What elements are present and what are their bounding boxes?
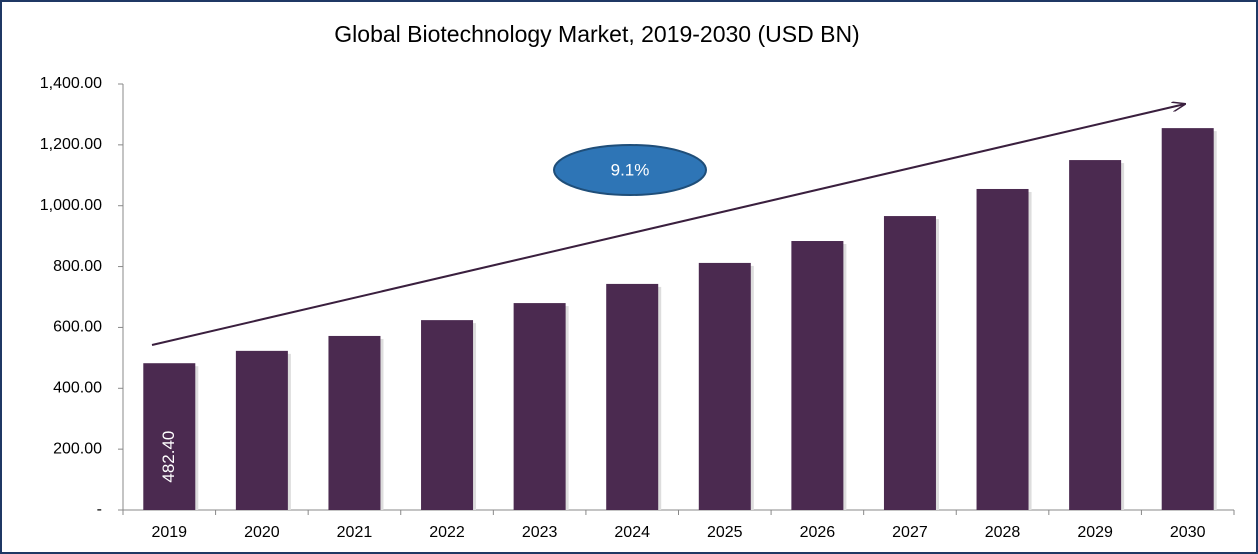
- bar: [1161, 128, 1214, 510]
- x-tick-label: 2026: [800, 524, 836, 541]
- bar: [883, 216, 936, 510]
- x-tick-label: 2025: [707, 524, 743, 541]
- bar: [513, 303, 566, 510]
- y-tick-label: -: [97, 501, 102, 518]
- cagr-ellipse: [553, 144, 707, 196]
- bar: [421, 320, 474, 510]
- bar: [698, 262, 751, 510]
- bar: [606, 283, 659, 510]
- x-tick-label: 2023: [522, 524, 558, 541]
- x-tick-label: 2019: [151, 524, 187, 541]
- y-tick-label: 200.00: [53, 440, 102, 457]
- bar: [1069, 160, 1122, 511]
- y-tick-label: 600.00: [53, 319, 102, 336]
- x-tick-label: 2022: [429, 524, 465, 541]
- y-tick-label: 1,200.00: [40, 136, 102, 153]
- cagr-label: 9.1%: [611, 160, 650, 179]
- bar: [143, 363, 196, 510]
- y-tick-label: 800.00: [53, 258, 102, 275]
- trend-arrow: [151, 104, 1185, 346]
- x-tick-label: 2020: [244, 524, 280, 541]
- x-tick-label: 2028: [985, 524, 1021, 541]
- bar: [976, 188, 1029, 510]
- x-tick-label: 2029: [1077, 524, 1113, 541]
- y-tick-label: 1,000.00: [40, 197, 102, 214]
- x-tick-label: 2021: [337, 524, 373, 541]
- y-tick-label: 400.00: [53, 380, 102, 397]
- bar: [328, 335, 381, 510]
- y-tick-label: 1,400.00: [40, 75, 102, 92]
- x-tick-label: 2030: [1170, 524, 1206, 541]
- x-tick-label: 2024: [614, 524, 650, 541]
- x-tick-label: 2027: [892, 524, 928, 541]
- bar: [791, 241, 844, 511]
- bar: [235, 350, 288, 510]
- value-label: 482.40: [159, 431, 178, 483]
- chart-title: Global Biotechnology Market, 2019-2030 (…: [334, 21, 859, 47]
